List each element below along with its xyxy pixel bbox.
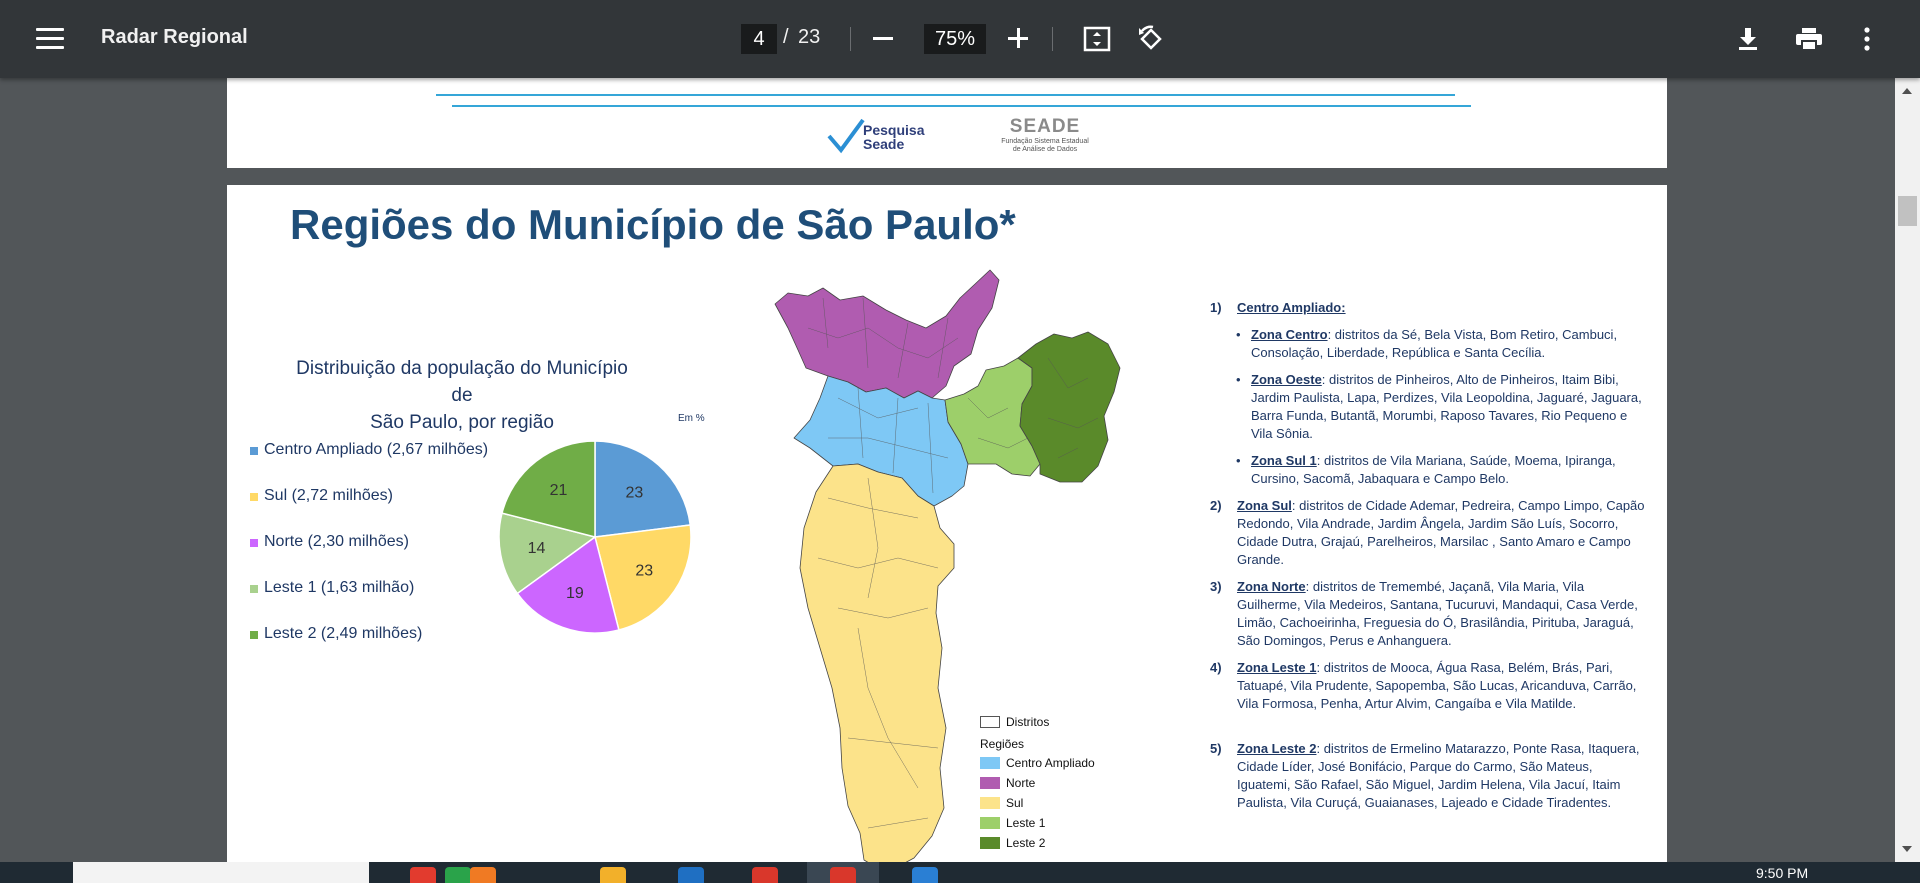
download-icon[interactable] — [1737, 26, 1759, 52]
scroll-down-arrow-icon[interactable] — [1902, 846, 1912, 852]
chart-title-line: Distribuição da população do Município d… — [296, 358, 628, 406]
list-item: Zona Leste 2: distritos de Ermelino Mata… — [1237, 741, 1640, 810]
map-region-sul — [799, 463, 955, 874]
map-legend-swatch — [980, 777, 1000, 789]
toolbar-divider — [1052, 27, 1053, 51]
toolbar-divider — [850, 27, 851, 51]
more-options-icon[interactable] — [1862, 27, 1872, 51]
list-number: 3) — [1210, 579, 1222, 594]
legend-label: Sul (2,72 milhões) — [264, 487, 393, 504]
fit-page-icon[interactable] — [1083, 26, 1111, 52]
pdf-page-previous: Pesquisa Seade SEADE Fundação Sistema Es… — [227, 78, 1667, 168]
list-item: Zona Norte: distritos de Tremembé, Jaçan… — [1237, 579, 1638, 648]
document-title: Radar Regional — [101, 26, 248, 48]
zoom-in-button[interactable] — [1008, 28, 1028, 48]
print-icon[interactable] — [1795, 27, 1823, 51]
pie-data-label: 19 — [566, 585, 584, 602]
taskbar-app-icon[interactable] — [912, 867, 938, 883]
map-legend-label: Leste 2 — [1006, 836, 1046, 850]
pie-slice — [498, 512, 597, 595]
header-rule — [452, 105, 1471, 107]
list-item: Zona Leste 1: distritos de Mooca, Água R… — [1237, 660, 1637, 711]
pie-data-label: 14 — [528, 540, 546, 557]
rotate-icon[interactable] — [1137, 25, 1165, 53]
list-item: Zona Sul: distritos de Cidade Ademar, Pe… — [1237, 498, 1645, 567]
list-item: Zona Centro: distritos da Sé, Bela Vista… — [1251, 327, 1618, 360]
pie-data-label: 23 — [635, 562, 653, 579]
legend-swatch — [250, 447, 258, 455]
sao-paulo-region-map — [774, 269, 1121, 874]
map-legend-regions-title: Regiões — [980, 737, 1025, 751]
map-legend-label: Sul — [1006, 796, 1024, 810]
list-item: Zona Sul 1: distritos de Vila Mariana, S… — [1251, 453, 1616, 486]
page-total: 23 — [798, 26, 821, 48]
pie-slice — [501, 440, 596, 538]
taskbar-app-icon[interactable] — [830, 867, 856, 883]
vertical-scrollbar[interactable] — [1895, 78, 1920, 883]
map-legend-swatch — [980, 757, 1000, 769]
page-separator: / — [783, 26, 789, 48]
checkmark-logo-icon — [827, 118, 865, 154]
seade-logo: SEADE Fundação Sistema Estadual de Análi… — [1001, 116, 1089, 153]
pie-chart: 23 23 19 14 21 — [498, 440, 692, 634]
district-swatch — [980, 716, 1000, 728]
list-item: Zona Oeste: distritos de Pinheiros, Alto… — [1251, 372, 1642, 441]
legend-swatch — [250, 493, 258, 501]
taskbar-app-icon[interactable] — [470, 867, 496, 883]
map-region-norte — [774, 269, 1000, 399]
map-region-leste-2 — [1017, 331, 1121, 483]
list-number: 4) — [1210, 660, 1222, 675]
list-number: 1) — [1210, 300, 1222, 315]
os-taskbar: 9:50 PM — [0, 862, 1920, 883]
legend-label: Centro Ampliado (2,67 milhões) — [264, 441, 489, 458]
legend-label: Leste 2 (2,49 milhões) — [264, 625, 423, 642]
legend-label: Norte (2,30 milhões) — [264, 533, 409, 550]
pie-data-label: 21 — [550, 482, 568, 499]
page-number-input[interactable]: 4 — [741, 24, 777, 54]
pie-slice — [594, 440, 692, 538]
map-legend-swatch — [980, 817, 1000, 829]
zoom-input[interactable]: 75% — [924, 24, 986, 54]
taskbar-app-icon[interactable] — [678, 867, 704, 883]
chart-title: Distribuição da população do Município d… — [292, 355, 632, 436]
taskbar-search-box[interactable] — [73, 862, 369, 883]
legend-label: Leste 1 (1,63 milhão) — [264, 579, 415, 596]
taskbar-app-icon[interactable] — [410, 867, 436, 883]
list-number: 2) — [1210, 498, 1222, 513]
pdf-toolbar: Radar Regional 4 / 23 75% — [0, 0, 1920, 78]
map-legend-swatch — [980, 797, 1000, 809]
legend-swatch — [250, 631, 258, 639]
taskbar-app-icon[interactable] — [752, 867, 778, 883]
region-title: Centro Ampliado: — [1237, 300, 1346, 315]
slide-title: Regiões do Município de São Paulo* — [290, 201, 1016, 248]
map-legend-label: Leste 1 — [1006, 816, 1046, 830]
scroll-up-arrow-icon[interactable] — [1902, 88, 1912, 94]
menu-icon[interactable] — [36, 28, 64, 50]
legend-swatch — [250, 539, 258, 547]
map-legend-label: Norte — [1006, 776, 1036, 790]
pie-data-label: 23 — [625, 484, 643, 501]
logo-text: Pesquisa — [863, 122, 925, 138]
pdf-page-current: Regiões do Município de São Paulo* Distr… — [227, 185, 1667, 883]
scrollbar-thumb[interactable] — [1898, 196, 1917, 226]
map-legend-swatch — [980, 837, 1000, 849]
legend-swatch — [250, 585, 258, 593]
logo-text: Seade — [863, 136, 905, 152]
header-rule — [436, 94, 1455, 96]
pesquisa-seade-logo: Pesquisa Seade — [827, 114, 927, 158]
zoom-out-button[interactable] — [873, 37, 893, 40]
taskbar-app-icon[interactable] — [600, 867, 626, 883]
pie-slice — [516, 535, 620, 634]
chart-title-line: São Paulo, por região — [370, 412, 554, 433]
pie-slice — [594, 524, 692, 631]
list-number: 5) — [1210, 741, 1222, 756]
taskbar-clock: 9:50 PM — [1756, 865, 1809, 881]
map-legend-label: Centro Ampliado — [1006, 756, 1095, 770]
chart-unit-label: Em % — [678, 413, 705, 424]
taskbar-app-icon[interactable] — [445, 867, 471, 883]
